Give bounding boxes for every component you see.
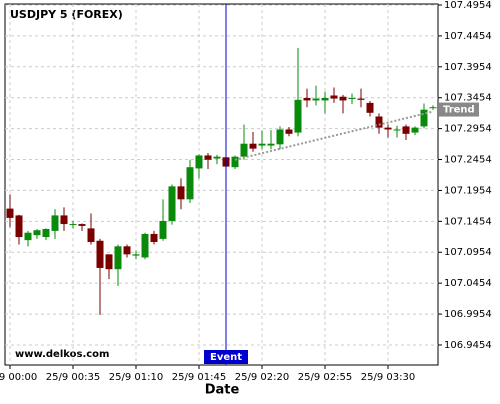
candle-body [375, 116, 383, 128]
candle-body [366, 102, 374, 113]
candle-body [231, 156, 239, 168]
x-tick-label: 25/9 01:45 [172, 372, 226, 383]
x-tick-label: 25/9 00:35 [46, 372, 100, 383]
chart-title: USDJPY 5 (FOREX) [10, 8, 123, 21]
candle-body [303, 97, 311, 101]
candle-body [60, 215, 68, 225]
candle-body [186, 167, 194, 200]
candle-body [249, 143, 257, 149]
x-tick-label: 25/9 03:30 [361, 372, 415, 383]
candle-body [276, 129, 284, 145]
candle-body [87, 228, 95, 242]
y-tick-label: 106.9454 [444, 340, 492, 351]
trend-line [234, 110, 434, 161]
candle-body [384, 127, 392, 130]
y-tick-label: 107.1954 [444, 185, 492, 196]
candle-body [195, 155, 203, 169]
candle-body [42, 229, 50, 238]
y-tick-label: 107.2954 [444, 124, 492, 135]
candle-body [159, 220, 167, 239]
x-tick-label: 25/9 00:00 [0, 372, 37, 383]
event-label: Event [210, 352, 242, 363]
candle-body [177, 186, 185, 200]
event-label-box [204, 350, 248, 364]
y-tick-label: 107.0954 [444, 247, 492, 258]
y-tick-label: 107.2454 [444, 155, 492, 166]
plot-area [4, 3, 439, 366]
candle-body [51, 215, 59, 231]
candle-body [69, 224, 77, 226]
y-tick-label: 107.4454 [444, 31, 492, 42]
candle-body [294, 99, 302, 133]
candle-body [213, 156, 221, 159]
candle-body [24, 232, 32, 241]
candle-body [240, 143, 248, 157]
trend-label-box [439, 102, 479, 117]
watermark: www.delkos.com [15, 349, 109, 360]
candle-body [429, 107, 437, 109]
candle-body [267, 143, 275, 146]
y-tick-label: 107.0454 [444, 278, 492, 289]
candle-body [258, 143, 266, 146]
candle-body [168, 186, 176, 221]
candle-body [204, 155, 212, 160]
candle-body [285, 129, 293, 134]
y-tick-label: 107.1454 [444, 216, 492, 227]
candle-body [78, 224, 86, 226]
y-tick-label: 107.3954 [444, 62, 492, 73]
candle-body [411, 127, 419, 133]
candle-body [402, 126, 410, 134]
candle-body [6, 208, 14, 218]
candle-body [33, 230, 41, 236]
candle-body [141, 233, 149, 258]
candle-body [312, 98, 320, 101]
candle-body [330, 95, 338, 99]
trend-label: Trend [443, 105, 475, 116]
y-tick-label: 106.9954 [444, 309, 492, 320]
candle-body [321, 97, 329, 101]
candle-body [339, 96, 347, 101]
x-axis-label: Date [205, 383, 240, 398]
x-tick-label: 25/9 01:10 [109, 372, 163, 383]
candle-body [123, 246, 131, 255]
candle-body [150, 233, 158, 242]
candle-body [357, 98, 365, 100]
candle-body [114, 246, 122, 270]
x-tick-label: 25/9 02:20 [235, 372, 289, 383]
y-tick-label: 107.4954 [444, 0, 492, 11]
candle-body [15, 215, 23, 238]
y-tick-label: 107.3454 [444, 93, 492, 104]
candle-body [420, 109, 428, 127]
candle-body [105, 254, 113, 270]
candle-body [132, 254, 140, 256]
candle-body [393, 129, 401, 131]
x-tick-label: 25/9 02:55 [298, 372, 352, 383]
candle-body [348, 97, 356, 99]
candle-body [96, 240, 104, 268]
